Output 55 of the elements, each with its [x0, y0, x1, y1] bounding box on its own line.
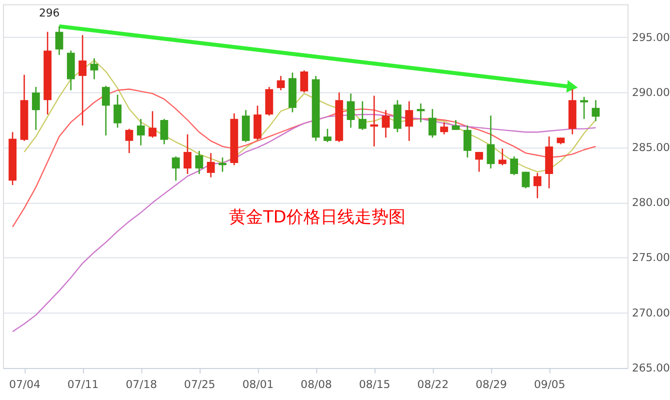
x-tick-label: 07/11 — [67, 378, 99, 392]
x-tick-label: 08/15 — [358, 378, 390, 392]
x-tick-label: 09/05 — [534, 378, 566, 392]
candlestick — [184, 134, 192, 175]
x-tick-label: 08/29 — [476, 378, 507, 392]
y-tick-label: 290.00 — [632, 86, 670, 99]
x-tick-label: 08/08 — [300, 378, 332, 392]
candlestick — [358, 100, 366, 131]
x-tick-label: 08/22 — [417, 378, 449, 392]
candlestick — [510, 156, 518, 176]
candlestick — [346, 92, 355, 128]
candlestick — [78, 34, 87, 126]
candlestick — [102, 85, 110, 136]
y-tick-label: 285.00 — [632, 141, 670, 154]
candlestick — [125, 128, 134, 154]
candlestick — [206, 152, 215, 178]
y-tick-label: 270.00 — [632, 306, 670, 320]
candlestick — [300, 70, 308, 94]
candlestick — [592, 100, 600, 122]
candlestick — [324, 128, 332, 143]
y-tick-label: 295.00 — [632, 30, 670, 44]
candlestick — [498, 148, 506, 166]
y-tick-label: 275.00 — [632, 251, 670, 264]
candlestick — [580, 96, 588, 120]
candlestick — [55, 26, 64, 56]
candlestick — [382, 109, 390, 138]
candlestick — [428, 108, 436, 138]
x-tick-label: 08/01 — [242, 378, 274, 392]
candlestick — [195, 150, 204, 175]
candlestick — [276, 75, 285, 91]
candlestick — [90, 58, 98, 80]
candlestick — [533, 172, 542, 199]
line-series — [24, 60, 596, 172]
text: 黄金TD价格日线走势图 — [229, 206, 406, 227]
y-tick-label: 265.00 — [632, 361, 670, 374]
candlestick — [160, 118, 168, 145]
x-tick-label: 07/18 — [126, 378, 158, 392]
candlestick — [148, 110, 156, 138]
x-tick-label: 07/25 — [184, 378, 216, 392]
candlestick — [475, 151, 484, 172]
candlestick — [405, 100, 414, 142]
candlestick — [172, 156, 180, 182]
candlestick — [440, 122, 448, 135]
candlestick — [463, 124, 472, 158]
x-tick-label: 07/04 — [9, 378, 40, 392]
candlestick — [486, 114, 495, 170]
candlestick — [522, 171, 530, 189]
candlestick — [114, 94, 122, 128]
candlestick — [32, 86, 40, 131]
candlestick — [370, 95, 378, 148]
candlestick — [452, 119, 460, 131]
candlestick — [136, 118, 145, 146]
y-tick-label: 280.00 — [632, 196, 670, 210]
candlestick — [218, 156, 226, 172]
annotation: 296 — [38, 6, 60, 20]
